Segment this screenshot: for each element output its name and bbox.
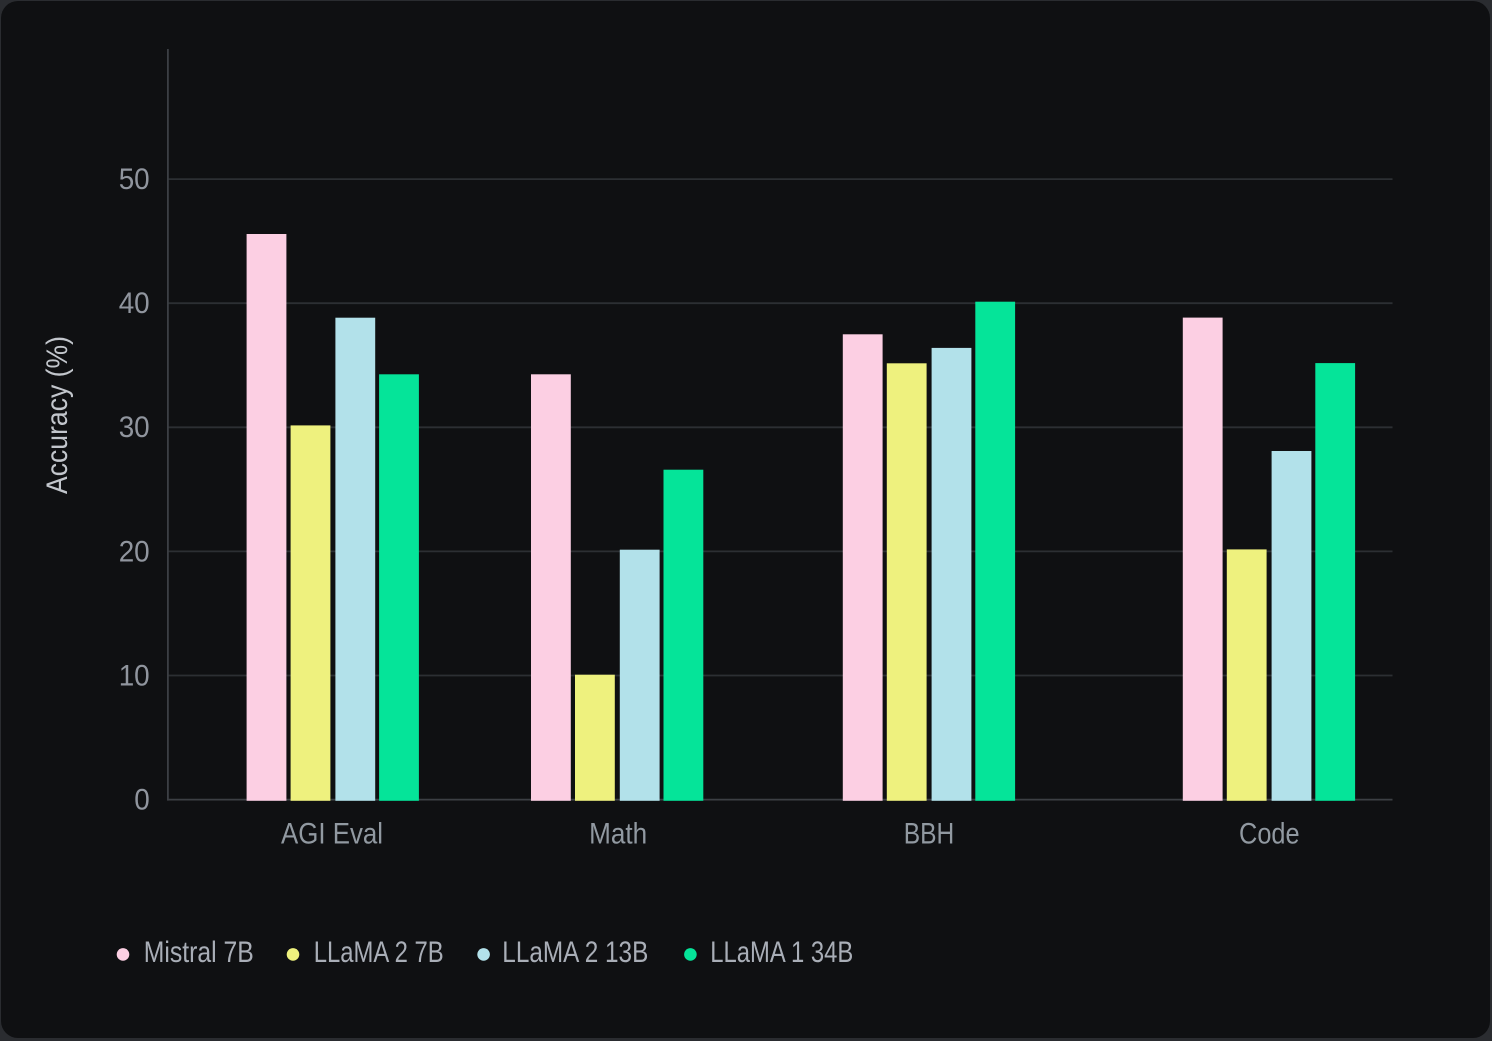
svg-text:Mistral 7B: Mistral 7B [144,936,254,969]
svg-text:50: 50 [119,163,150,196]
svg-text:30: 30 [119,411,150,444]
svg-text:BBH: BBH [904,817,955,850]
svg-text:Math: Math [589,817,647,850]
svg-text:LLaMA 1 34B: LLaMA 1 34B [710,936,853,969]
svg-text:Accuracy (%): Accuracy (%) [41,336,74,494]
svg-text:AGI Eval: AGI Eval [281,817,383,850]
svg-text:LLaMA 2 7B: LLaMA 2 7B [314,936,444,969]
svg-text:10: 10 [119,659,150,692]
svg-text:LLaMA 2 13B: LLaMA 2 13B [502,936,648,969]
svg-text:Code: Code [1239,817,1300,850]
svg-text:40: 40 [119,287,150,320]
svg-text:0: 0 [134,784,150,817]
svg-text:20: 20 [119,535,150,568]
